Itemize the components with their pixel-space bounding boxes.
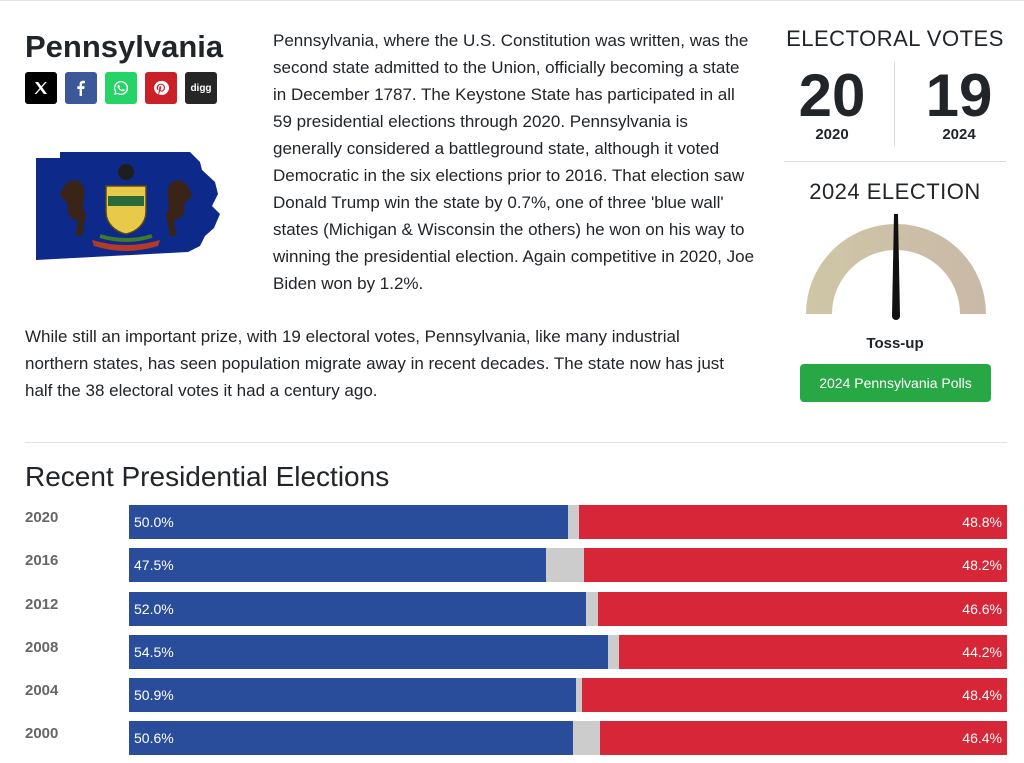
democrat-percent: 54.5% [134, 644, 174, 660]
republican-segment [598, 592, 1007, 626]
gauge-needle-base [892, 312, 900, 320]
election-row-2000: 2000 50.6% 46.4% [25, 721, 1007, 755]
result-bar[interactable]: 50.9% 48.4% [129, 678, 1007, 712]
republican-percent: 48.8% [962, 514, 1002, 530]
other-segment [573, 721, 600, 755]
page-title: Pennsylvania [25, 29, 224, 64]
other-segment [586, 592, 598, 626]
democrat-percent: 47.5% [134, 557, 174, 573]
republican-percent: 46.4% [962, 730, 1002, 746]
pinterest-icon [154, 80, 169, 95]
x-icon [34, 82, 47, 94]
republican-segment [619, 635, 1007, 669]
electoral-votes-title: ELECTORAL VOTES [786, 26, 1004, 51]
result-bar[interactable]: 50.6% 46.4% [129, 721, 1007, 755]
share-facebook-button[interactable] [65, 72, 97, 104]
republican-segment [600, 721, 1007, 755]
democrat-percent: 50.6% [134, 730, 174, 746]
sidebar-divider [784, 161, 1006, 162]
democrat-segment [129, 548, 546, 582]
election-row-2008: 2008 54.5% 44.2% [25, 635, 1007, 669]
election-row-2020: 2020 50.0% 48.8% [25, 505, 1007, 539]
election-row-2016: 2016 47.5% 48.2% [25, 548, 1007, 582]
result-bar[interactable]: 54.5% 44.2% [129, 635, 1007, 669]
gauge-arc [806, 224, 986, 314]
republican-segment [579, 505, 1007, 539]
ribbon [92, 240, 160, 251]
other-segment [568, 505, 579, 539]
republican-segment [582, 678, 1007, 712]
republican-segment [584, 548, 1007, 582]
state-secondary-text: While still an important prize, with 19 … [25, 327, 724, 400]
share-x-button[interactable] [25, 72, 57, 104]
election-year: 2008 [25, 639, 59, 656]
republican-percent: 48.4% [962, 687, 1002, 703]
eagle [118, 164, 134, 180]
rating-gauge [806, 214, 986, 320]
right-horse [166, 180, 192, 236]
democrat-percent: 50.9% [134, 687, 174, 703]
democrat-segment [129, 721, 573, 755]
republican-percent: 44.2% [962, 644, 1002, 660]
shield [105, 185, 147, 235]
coat-of-arms [60, 164, 192, 251]
election-2024-title: 2024 ELECTION [809, 179, 981, 204]
pennsylvania-flag-map [36, 152, 220, 260]
whatsapp-icon [114, 80, 129, 95]
election-year: 2004 [25, 682, 59, 699]
state-polls-button[interactable]: 2024 Pennsylvania Polls [800, 364, 991, 402]
democrat-percent: 52.0% [134, 601, 174, 617]
democrat-percent: 50.0% [134, 514, 174, 530]
state-intro-text: Pennsylvania, where the U.S. Constitutio… [273, 31, 755, 293]
democrat-segment [129, 678, 576, 712]
election-year: 2012 [25, 596, 59, 613]
recent-elections-title: Recent Presidential Elections [25, 461, 390, 492]
digg-icon: digg [190, 82, 212, 94]
democrat-segment [129, 505, 568, 539]
shield-band [108, 196, 144, 206]
democrat-segment [129, 592, 586, 626]
election-row-2004: 2004 50.9% 48.4% [25, 678, 1007, 712]
republican-percent: 48.2% [962, 557, 1002, 573]
section-divider [25, 442, 1007, 443]
share-buttons: digg [25, 72, 217, 104]
electoral-votes-2024-value: 19 [925, 62, 993, 129]
election-year: 2000 [25, 725, 59, 742]
democrat-segment [129, 635, 608, 669]
share-pinterest-button[interactable] [145, 72, 177, 104]
election-row-2012: 2012 52.0% 46.6% [25, 592, 1007, 626]
share-digg-button[interactable]: digg [185, 72, 217, 104]
facebook-icon [77, 80, 85, 96]
electoral-votes-2020-year: 2020 [815, 126, 849, 143]
other-segment [576, 678, 582, 712]
electoral-votes-2020-value: 20 [798, 62, 866, 129]
left-horse [60, 180, 86, 236]
republican-percent: 46.6% [962, 601, 1002, 617]
branches [99, 234, 153, 242]
top-border [0, 0, 1024, 1]
gauge-needle [892, 214, 900, 316]
election-year: 2016 [25, 552, 59, 569]
electoral-votes-2024-year: 2024 [942, 126, 976, 143]
electoral-votes-divider [894, 62, 895, 146]
other-segment [608, 635, 619, 669]
other-segment [546, 548, 584, 582]
election-year: 2020 [25, 509, 59, 526]
share-whatsapp-button[interactable] [105, 72, 137, 104]
rating-label: Toss-up [866, 335, 924, 352]
result-bar[interactable]: 52.0% 46.6% [129, 592, 1007, 626]
result-bar[interactable]: 50.0% 48.8% [129, 505, 1007, 539]
result-bar[interactable]: 47.5% 48.2% [129, 548, 1007, 582]
